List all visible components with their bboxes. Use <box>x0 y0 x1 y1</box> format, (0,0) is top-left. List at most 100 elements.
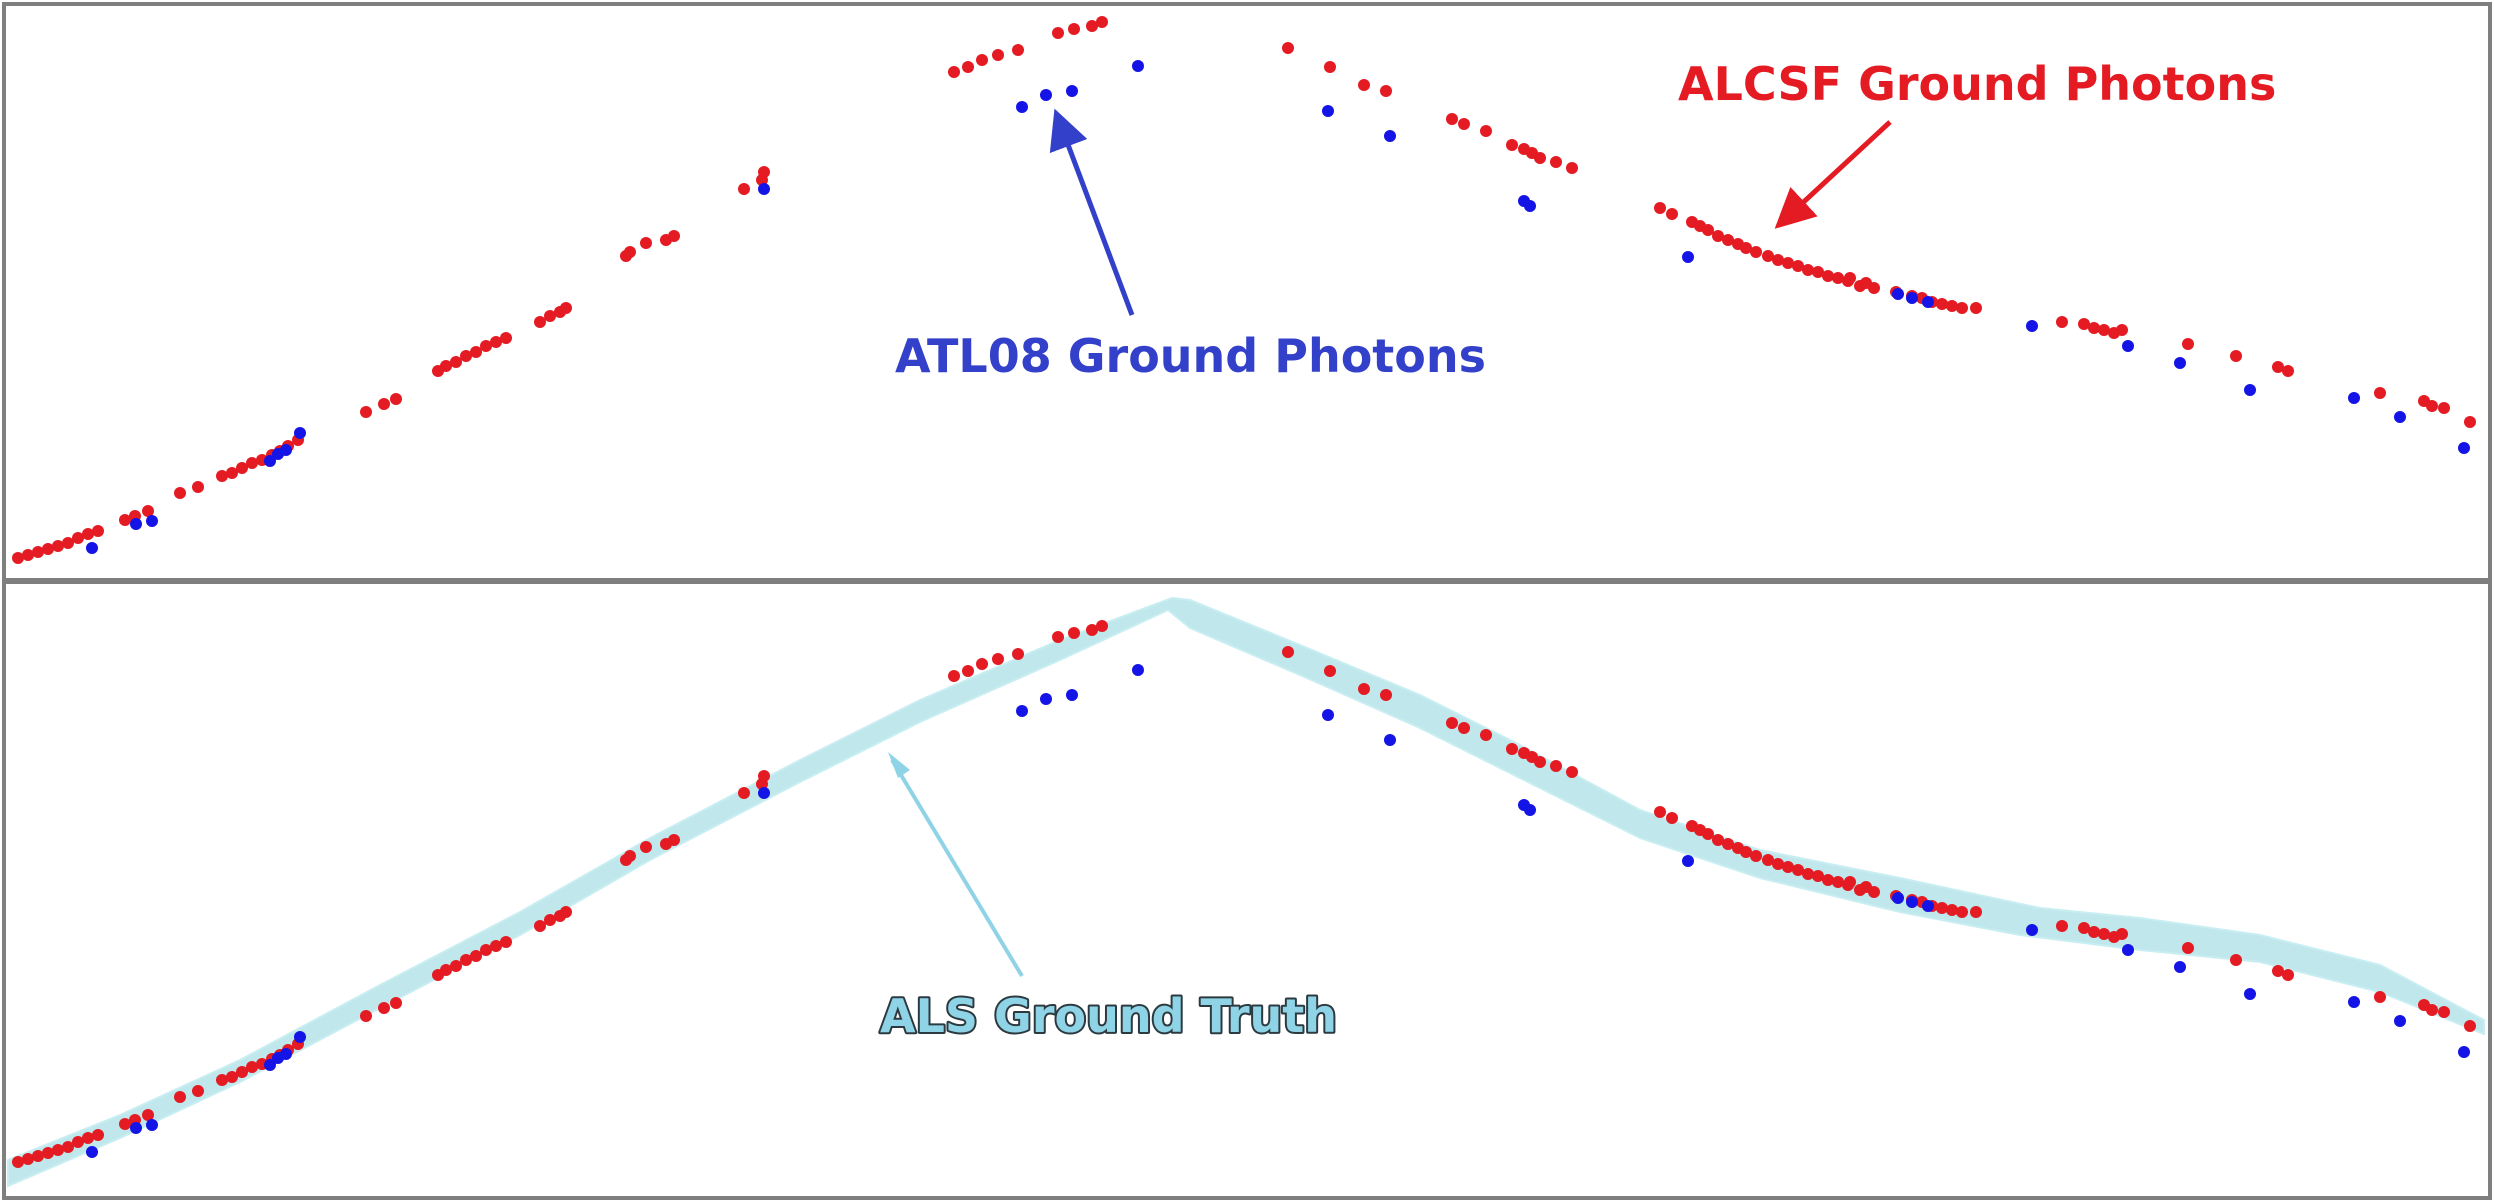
top-atl08-points <box>86 60 2470 554</box>
alcsf-photon <box>378 398 390 410</box>
alcsf-photon <box>119 1118 131 1130</box>
atl08-photon <box>1906 896 1918 908</box>
atl08-photon <box>146 515 158 527</box>
alcsf-photon <box>390 393 402 405</box>
alcsf-photon <box>2056 920 2068 932</box>
alcsf-photon <box>2426 1004 2438 1016</box>
alcsf-photon <box>992 49 1004 61</box>
alcsf-photon <box>1380 85 1392 97</box>
alcsf-photon <box>1566 766 1578 778</box>
atl08-photon <box>86 1146 98 1158</box>
alcsf-photon <box>1702 828 1714 840</box>
atl08-photon <box>2394 1015 2406 1027</box>
atl08-photon <box>2244 988 2256 1000</box>
alcsf-photon <box>1936 298 1948 310</box>
alcsf-photon <box>2056 316 2068 328</box>
alcsf-photon <box>1772 254 1784 266</box>
alcsf-photon <box>174 487 186 499</box>
alcsf-photon <box>2116 324 2128 336</box>
alcsf-photon <box>1750 246 1762 258</box>
alcsf-photon <box>450 960 462 972</box>
alcsf-photon <box>1086 624 1098 636</box>
alcsf-photon <box>12 552 24 564</box>
alcsf-photon <box>1550 156 1562 168</box>
alcsf-photon <box>1722 838 1734 850</box>
alcsf-photon <box>668 230 680 242</box>
alcsf-photon <box>1868 282 1880 294</box>
alcsf-photon <box>1012 648 1024 660</box>
alcsf-photon <box>534 316 546 328</box>
atl08-photon <box>1892 288 1904 300</box>
alcsf-photon <box>560 302 572 314</box>
alcsf-photon <box>1446 717 1458 729</box>
atl08-photon <box>2458 1046 2470 1058</box>
bottom-panel: ALS Ground Truth <box>2 580 2492 1200</box>
alcsf-photon <box>1712 834 1724 846</box>
top-panel: ATL08 Ground Photons ALCSF Ground Photon… <box>2 2 2492 582</box>
atl08-photon <box>2244 384 2256 396</box>
alcsf-photon <box>976 54 988 66</box>
atl08-photon <box>1384 734 1396 746</box>
alcsf-photon <box>1868 886 1880 898</box>
alcsf-photon <box>1282 646 1294 658</box>
alcsf-photon <box>246 1061 258 1073</box>
atl08-photon <box>1066 85 1078 97</box>
alcsf-photon <box>440 360 452 372</box>
top-alcsf-points <box>12 16 2476 564</box>
alcsf-photon <box>390 997 402 1009</box>
alcsf-photon <box>624 246 636 258</box>
alcsf-photon <box>92 525 104 537</box>
alcsf-photon <box>1012 44 1024 56</box>
atl08-photon <box>1922 900 1934 912</box>
alcsf-photon <box>52 540 64 552</box>
alcsf-photon <box>2182 338 2194 350</box>
atl08-photon <box>758 787 770 799</box>
alcsf-arrow <box>1774 120 1892 229</box>
alcsf-photon <box>1458 722 1470 734</box>
alcsf-photon <box>92 1129 104 1141</box>
alcsf-photon <box>534 920 546 932</box>
alcsf-photon <box>1358 79 1370 91</box>
alcsf-photon <box>1702 224 1714 236</box>
alcsf-photon <box>52 1144 64 1156</box>
atl08-photon <box>2394 411 2406 423</box>
alcsf-photon <box>738 183 750 195</box>
atl08-photon <box>1322 105 1334 117</box>
atl08-photon <box>1524 804 1536 816</box>
alcsf-photon <box>544 914 556 926</box>
alcsf-photon <box>119 514 131 526</box>
alcsf-photon <box>1772 858 1784 870</box>
alcsf-photon <box>948 66 960 78</box>
alcsf-photon <box>962 665 974 677</box>
alcsf-photon <box>1096 16 1108 28</box>
alcsf-photon <box>1654 202 1666 214</box>
alcsf-photon <box>22 1153 34 1165</box>
atl08-photon <box>1040 89 1052 101</box>
atl08-photon <box>130 518 142 530</box>
atl08-photon <box>2348 996 2360 1008</box>
alcsf-photon <box>1506 743 1518 755</box>
alcsf-photon <box>2272 965 2284 977</box>
alcsf-photon <box>2272 361 2284 373</box>
alcsf-photon <box>2464 1020 2476 1032</box>
alcsf-photon <box>1380 689 1392 701</box>
atl08-photon <box>1016 101 1028 113</box>
alcsf-photon <box>1812 870 1824 882</box>
alcsf-photon <box>480 944 492 956</box>
alcsf-photon <box>1822 270 1834 282</box>
alcsf-photon <box>1324 61 1336 73</box>
alcsf-photon <box>2374 991 2386 1003</box>
alcsf-photon <box>142 1109 154 1121</box>
alcsf-photon <box>1782 257 1794 269</box>
alcsf-photon <box>1324 665 1336 677</box>
alcsf-photon <box>490 336 502 348</box>
atl08-photon <box>146 1119 158 1131</box>
alcsf-photon <box>1446 113 1458 125</box>
alcsf-photon <box>72 1136 84 1148</box>
atl08-photon <box>2348 392 2360 404</box>
alcsf-photon <box>1792 260 1804 272</box>
atl08-photon <box>130 1122 142 1134</box>
alcsf-photon <box>192 481 204 493</box>
alcsf-photon <box>1282 42 1294 54</box>
